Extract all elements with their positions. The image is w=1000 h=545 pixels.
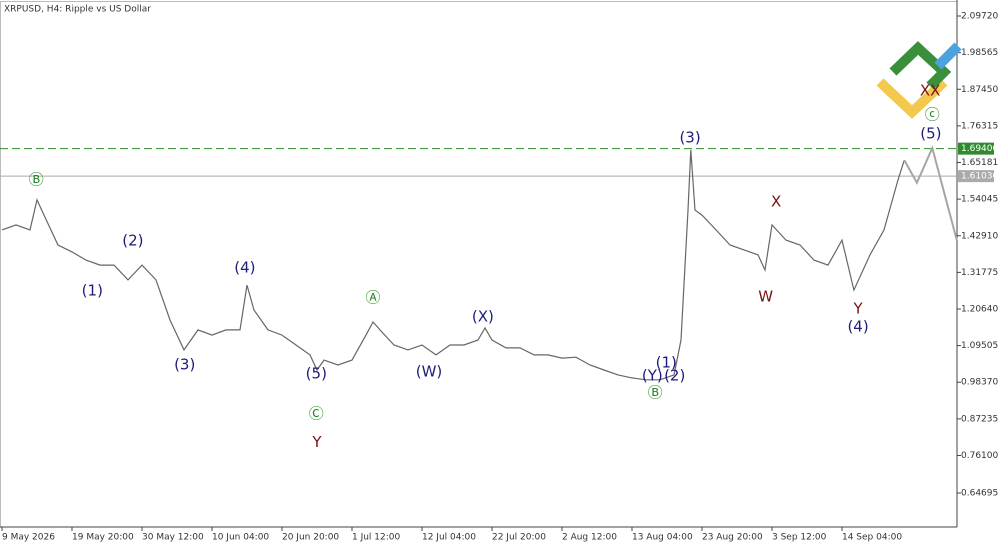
x-tick-label: 1 Jul 12:00 bbox=[352, 533, 401, 543]
logo bbox=[876, 41, 962, 119]
wave-label: (1) bbox=[82, 282, 103, 300]
level-tag bbox=[958, 170, 994, 183]
wave-label: W bbox=[758, 287, 773, 305]
price-line bbox=[903, 144, 958, 241]
x-tick-label: 14 Sep 04:00 bbox=[842, 533, 902, 543]
wave-label: Ⓐ bbox=[365, 288, 380, 306]
y-tick-label: 1.54045 bbox=[961, 195, 998, 205]
y-tick-label: 1.65181 bbox=[961, 158, 998, 168]
y-tick-label: 1.98565 bbox=[961, 48, 998, 58]
y-tick-label: 1.31775 bbox=[961, 268, 998, 278]
x-tick-label: 23 Aug 20:00 bbox=[702, 533, 763, 543]
wave-label: (X) bbox=[472, 308, 494, 326]
wave-label: Y bbox=[311, 433, 322, 451]
x-tick-label: 10 Jun 04:00 bbox=[212, 533, 269, 543]
x-tick-label: 22 Jul 20:00 bbox=[492, 533, 546, 543]
x-tick-label: 9 May 2026 bbox=[2, 533, 55, 543]
wave-label: X bbox=[771, 192, 781, 210]
wave-label: ⓒ bbox=[925, 106, 940, 124]
wave-label: Ⓒ bbox=[309, 405, 324, 423]
y-tick-label: 0.87235 bbox=[961, 414, 998, 424]
y-tick-label: 0.76100 bbox=[961, 451, 998, 461]
y-tick-label: 2.09720 bbox=[961, 12, 998, 22]
y-tick-label: 0.98370 bbox=[961, 378, 998, 388]
wave-label: XX bbox=[920, 82, 941, 100]
wave-label: (4) bbox=[847, 318, 868, 336]
level-tag bbox=[958, 142, 994, 155]
wave-label: (1) bbox=[656, 354, 677, 372]
y-tick-label: 1.42910 bbox=[961, 231, 998, 241]
wave-label: (2) bbox=[664, 366, 685, 384]
y-tick-label: 1.76315 bbox=[961, 121, 998, 131]
y-tick-label: 0.64695 bbox=[961, 489, 998, 499]
wave-label: Ⓑ bbox=[29, 170, 44, 188]
y-tick-label: 1.09505 bbox=[961, 341, 998, 351]
wave-label: (5) bbox=[920, 125, 941, 143]
wave-label: (4) bbox=[234, 259, 255, 277]
y-tick-label: 1.87450 bbox=[961, 85, 998, 95]
wave-label: Y bbox=[853, 300, 864, 318]
x-tick-label: 3 Sep 12:00 bbox=[772, 533, 827, 543]
x-tick-label: 30 May 12:00 bbox=[142, 533, 204, 543]
wave-label: (W) bbox=[416, 362, 443, 380]
y-tick-label: 1.20640 bbox=[961, 305, 998, 315]
wave-label: Ⓑ bbox=[648, 384, 663, 402]
x-tick-label: 19 May 20:00 bbox=[72, 533, 134, 543]
wave-label: (5) bbox=[306, 364, 327, 382]
x-tick-label: 12 Jul 04:00 bbox=[422, 533, 476, 543]
level-label: 1.69400 bbox=[961, 144, 998, 154]
x-tick-label: 2 Aug 12:00 bbox=[562, 533, 617, 543]
price-line bbox=[1, 149, 905, 381]
chart-title: XRPUSD, H4: Ripple vs US Dollar bbox=[4, 5, 151, 15]
plot-frame bbox=[0, 1, 958, 528]
x-tick-label: 13 Aug 04:00 bbox=[632, 533, 693, 543]
wave-label: (3) bbox=[174, 356, 195, 374]
wave-label: (Y) bbox=[642, 366, 663, 384]
wave-label: (2) bbox=[122, 232, 143, 250]
level-label: 1.61036 bbox=[961, 172, 998, 182]
wave-label: (3) bbox=[679, 129, 700, 147]
x-tick-label: 20 Jun 20:00 bbox=[282, 533, 339, 543]
